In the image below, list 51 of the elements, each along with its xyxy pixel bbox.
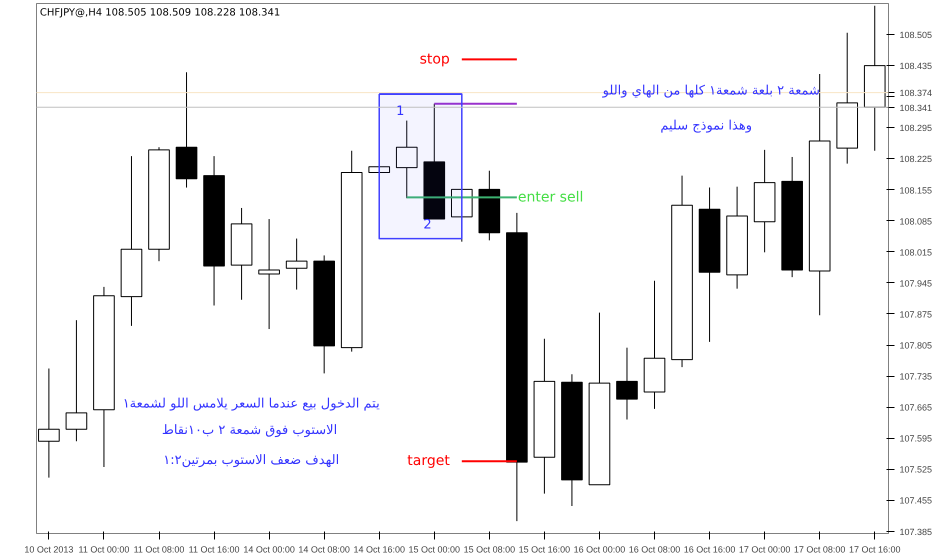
series-label: target xyxy=(407,453,450,470)
y-tick-label: 108.435 xyxy=(900,61,932,72)
x-tick-label: 14 Oct 00:00 xyxy=(243,544,295,554)
candlestick xyxy=(396,120,418,199)
candlestick xyxy=(66,320,88,442)
annotation: الاستوب فوق شمعة ٢ ب١٠نقاط xyxy=(162,423,338,438)
x-tick-label: 17 Oct 08:00 xyxy=(794,544,846,554)
x-tick-label: 11 Oct 00:00 xyxy=(78,544,130,554)
x-tick-label: 16 Oct 00:00 xyxy=(574,544,626,554)
y-tick-label: 108.295 xyxy=(900,123,932,134)
y-tick-label: 108.085 xyxy=(900,216,932,226)
candlestick xyxy=(286,238,308,290)
y-tick-label: 107.455 xyxy=(900,496,932,506)
series-label: stop xyxy=(420,51,450,68)
y-tick-label: 108.505 xyxy=(900,30,932,40)
chart-title: CHFJPY@,H4 108.505 108.509 108.228 108.341 xyxy=(40,8,280,18)
y-tick-label: 107.735 xyxy=(900,372,932,382)
series-label: enter sell xyxy=(518,189,584,206)
y-tick-label: 107.385 xyxy=(900,526,932,537)
x-tick-label: 17 Oct 00:00 xyxy=(738,544,790,554)
annotation: 1 xyxy=(396,104,404,120)
y-tick-label: 107.945 xyxy=(900,278,932,288)
x-tick-label: 15 Oct 16:00 xyxy=(518,544,570,554)
y-tick-label: 107.595 xyxy=(900,434,932,444)
y-tick-label: 108.015 xyxy=(900,247,932,258)
candlestick xyxy=(616,347,638,420)
y-tick-label: 107.875 xyxy=(900,309,932,320)
annotation: الهدف ضعف الاستوب بمرتين١:٢ xyxy=(163,452,340,468)
candlestick xyxy=(38,368,60,478)
annotation: 2 xyxy=(423,217,432,232)
x-tick-label: 11 Oct 08:00 xyxy=(134,544,184,554)
x-tick-label: 15 Oct 00:00 xyxy=(408,544,460,554)
x-tick-label: 16 Oct 16:00 xyxy=(684,544,736,554)
y-tick-label: 108.155 xyxy=(900,185,932,196)
annotation: شمعة ٢ بلعة شمعة١ كلها من الهاي واللو xyxy=(602,83,820,98)
y-tick-label: 107.805 xyxy=(900,340,932,351)
y-tick-label: 107.665 xyxy=(900,402,932,413)
x-tick-label: 17 Oct 16:00 xyxy=(848,544,901,554)
ref-line-label: 108.341 xyxy=(900,102,932,113)
candlestick xyxy=(258,218,280,330)
annotation: وهذا نموذج سليم xyxy=(660,118,752,134)
y-tick-label: 107.525 xyxy=(900,464,932,475)
x-tick-label: 15 Oct 08:00 xyxy=(464,544,516,554)
x-tick-label: 14 Oct 16:00 xyxy=(353,544,406,554)
x-tick-label: 16 Oct 08:00 xyxy=(628,544,680,554)
ref-line-label: 108.374 xyxy=(900,88,932,98)
x-tick-label: 10 Oct 2013 xyxy=(24,544,74,554)
annotation: يتم الدخول بيع عندما السعر يلامس اللو لشمعة١ xyxy=(122,396,380,412)
x-tick-label: 11 Oct 16:00 xyxy=(188,544,240,554)
y-tick-label: 108.225 xyxy=(900,154,932,164)
x-tick-label: 14 Oct 08:00 xyxy=(298,544,350,554)
